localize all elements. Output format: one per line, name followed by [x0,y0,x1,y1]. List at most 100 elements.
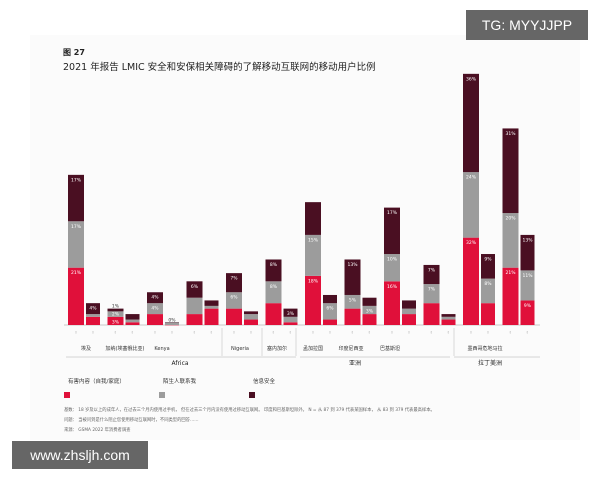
bar-segment [362,297,377,306]
legend-swatch-stranger [159,392,165,398]
bar-tick-mark: ▯ [132,330,134,334]
bar-segment [204,300,219,306]
bar-tick-mark: ▯ [154,330,156,334]
country-label: 印度尼西亚 [338,345,363,352]
watermark-bottom: www.zhsljh.com [12,441,148,469]
bar-segment [107,311,124,317]
bar-segment [107,316,124,325]
bar-segment [165,322,179,325]
region-label: 拉丁美洲 [478,359,502,367]
bar-segment [147,292,163,304]
bar-tick-mark: ▯ [75,330,77,334]
country-label: 墨西哥危地马拉 [467,345,502,352]
watermark-top: TG: MYYJJPP [466,10,588,40]
bar-segment [402,300,416,309]
region-label: Africa [171,360,188,367]
bar-tick-mark: ▯ [171,330,173,334]
bar-data-label: 5% [349,297,357,303]
bar-segment [323,303,337,320]
bar-tick-mark: ▯ [273,330,275,334]
bar-data-label: 4% [151,295,159,301]
country-label: 埃及 [81,345,91,352]
bar-data-label: 31% [505,131,516,137]
country-label: 孟加拉国 [303,345,323,352]
bar-segment [481,303,495,325]
bar-data-label: 6% [230,295,238,301]
bar-segment [502,267,519,325]
bar-tick-mark: ▯ [470,330,472,334]
bar-data-label: 4% [89,306,97,312]
bar-segment [423,303,440,325]
legend-label: 陌生人联系我 [163,377,197,385]
bar-tick-mark: ▯ [408,330,410,334]
bar-segment [520,300,535,325]
bar-segment [68,174,84,222]
bar-segment [384,281,400,325]
bar-segment [147,314,163,325]
bar-segment [186,314,203,325]
bar-data-label: 2% [112,311,120,317]
bar-segment [344,294,361,309]
bar-data-label: 0% [168,317,176,323]
bar-tick-mark: ▯ [290,330,292,334]
bar-segment [125,319,140,323]
country-label: 塞内加尔 [267,345,287,352]
bar-segment [283,322,298,325]
bar-tick-mark: ▯ [92,330,94,334]
bar-tick-mark: ▯ [233,330,235,334]
bar-segment [147,303,163,315]
bar-data-label: 18% [308,278,319,284]
bar-segment [344,308,361,325]
country-label: Kenya [154,346,169,352]
bar-segment [204,308,219,325]
bar-segment [402,308,416,315]
note-question: 问题： 当被问到是什么阻止您使用移动互联网时，不同类型的回答…… [64,418,199,423]
bar-data-label: 17% [71,224,82,230]
bar-segment [362,314,377,325]
bar-data-label: 10% [387,257,398,263]
bar-tick-mark: ▯ [487,330,489,334]
bar-data-label: 36% [466,76,477,82]
bar-tick-mark: ▯ [369,330,371,334]
bar-data-label: 7% [428,267,436,273]
bar-tick-mark: ▯ [391,330,393,334]
bar-segment [402,314,416,325]
bar-segment [125,314,140,320]
bar-segment [86,316,100,325]
bar-tick-mark: ▯ [329,330,331,334]
bar-data-label: 17% [71,177,82,183]
bar-data-label: 7% [230,276,238,282]
region-label: 亚洲 [349,360,361,367]
legend-swatch-harm [64,392,70,398]
bar-segment [481,278,495,304]
bar-segment [502,213,519,268]
bar-data-label: 21% [71,270,82,276]
bar-tick-mark: ▯ [194,330,196,334]
bar-segment [226,308,242,325]
bar-tick-mark: ▯ [211,330,213,334]
bar-segment [68,267,84,325]
bar-segment [305,275,321,325]
bar-tick-mark: ▯ [250,330,252,334]
note-source: 来源： GSMA 2022 年消费者调查 [64,428,131,433]
bar-segment [283,308,298,317]
bar-segment [265,259,282,282]
bar-segment [323,294,337,304]
bar-segment [362,305,377,315]
legend-label: 信息安全 [253,377,276,385]
bar-segment [423,284,440,304]
bar-data-label: 1% [112,304,120,310]
bar-data-label: 13% [347,262,358,268]
bar-segment [86,303,100,315]
legend-label: 有害内容（自我/家庭） [68,377,125,385]
bar-segment [86,314,100,317]
figure-title: 2021 年报告 LMIC 安全和安保相关障碍的了解移动互联网的移动用户比例 [63,62,376,73]
bar-segment [226,273,242,293]
bar-segment [186,281,203,298]
bar-segment [265,281,282,304]
bar-segment [463,73,479,173]
note-base: 基数： 18 岁及以上的成年人，在过去三个月内使用过手机， 但在过去三个月内没有… [64,408,435,413]
bar-segment [502,128,519,214]
country-label: 巴基斯坦 [380,345,400,352]
bar-segment [125,322,140,325]
